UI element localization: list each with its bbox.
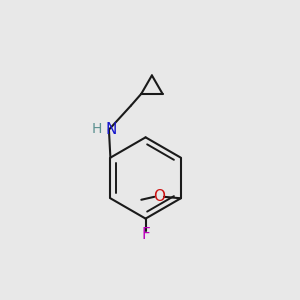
Text: H: H xyxy=(92,122,102,136)
Text: F: F xyxy=(141,227,150,242)
Text: O: O xyxy=(153,189,165,204)
Text: N: N xyxy=(105,122,117,136)
